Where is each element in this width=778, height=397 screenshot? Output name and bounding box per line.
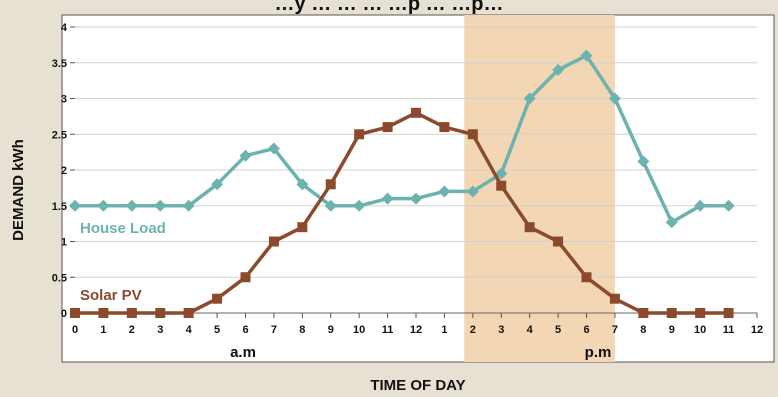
y-tick-label: 4 [61,22,68,34]
x-tick-label: 9 [328,324,334,336]
house-load-point [154,199,167,212]
x-tick-label: 3 [498,324,504,336]
solar-pv-point [439,122,450,133]
x-tick-label: 11 [382,324,394,336]
house-load-point [353,199,366,212]
solar-pv-point [638,308,649,318]
x-tick-label: 1 [441,324,447,336]
highlight-band-layer [464,15,615,362]
y-axis-title: DEMAND kWh [10,139,27,241]
x-tick-label: 2 [129,324,135,336]
x-tick-label: 11 [723,324,735,336]
y-tick-label: 0 [61,308,67,320]
solar-pv-point [609,293,620,304]
solar-pv-point [496,180,507,191]
house-load-point [495,167,508,180]
house-load-point [410,192,422,205]
solar-pv-point [212,293,223,304]
y-tick-label: 0.5 [52,272,67,284]
house-load-point [267,142,280,155]
solar-pv-point [354,129,365,140]
house-load-point [69,199,81,212]
x-tick-label: 4 [186,324,193,336]
solar-pv-point [70,308,80,318]
y-tick-layer: 0 0.5 1 1.5 2 2.5 3 3.5 4 [52,22,75,320]
solar-pv-point [183,308,194,318]
house-load-label: House Load [80,220,166,237]
solar-pv-point [325,179,336,190]
y-tick-label: 3.5 [52,58,67,70]
x-tick-layer: 0 1 2 3 4 5 6 7 8 9 10 11 12 1 2 3 4 5 6 7 8 9 10 11 12 [72,313,763,336]
series-layer [69,49,735,318]
house-load-point [637,155,650,168]
solar-pv-point [126,308,137,318]
house-load-point [381,192,394,205]
solar-pv-point [695,308,706,318]
x-tick-label: 5 [555,324,561,336]
y-tick-label: 2 [61,165,67,177]
x-axis-title: TIME OF DAY [370,377,465,394]
solar-pv-point [524,222,535,233]
x-tick-label: 7 [271,324,277,336]
evening-highlight-band [464,15,615,362]
x-tick-label: 10 [353,324,365,336]
house-load-point [722,199,735,212]
x-tick-label: 3 [157,324,163,336]
y-tick-label: 1 [61,237,67,249]
y-tick-label: 1.5 [52,201,67,213]
y-tick-label: 3 [61,94,67,106]
solar-pv-point [382,122,393,133]
solar-pv-point [553,236,564,247]
house-load-point [466,185,479,198]
y-tick-label: 2.5 [52,129,67,141]
x-tick-label: 12 [410,324,422,336]
house-load-point [211,178,224,191]
solar-pv-point [666,308,677,318]
x-tick-label: 5 [214,324,220,336]
x-tick-label: 0 [72,324,78,336]
house-load-point [182,199,195,212]
house-load-point [97,199,110,212]
x-tick-label: 6 [242,324,248,336]
solar-pv-label: Solar PV [80,287,142,304]
solar-pv-point [723,308,734,318]
solar-pv-point [240,272,251,283]
grid-layer [75,26,757,314]
x-tick-label: 10 [694,324,706,336]
house-load-point [552,63,565,76]
house-load-point [580,49,593,62]
x-tick-label: 8 [640,324,646,336]
solar-pv-point [411,107,421,118]
x-tick-label: 7 [612,324,618,336]
x-tick-label: 4 [527,324,534,336]
x-tick-label: 9 [669,324,675,336]
solar-pv-point [268,236,279,247]
house-load-point [125,199,138,212]
house-load-point [438,185,451,198]
house-load-point [608,92,621,105]
x-tick-label: 8 [299,324,305,336]
chart-title: …y … … … …p … …p… [275,0,504,15]
solar-pv-point [467,129,478,140]
solar-pv-point [581,272,592,283]
house-load-point [694,199,707,212]
house-load-point [239,149,252,162]
house-load-point [324,199,337,212]
house-load-point [523,92,536,105]
x-tick-label: 1 [100,324,106,336]
house-load-point [665,216,678,229]
am-label: a.m [230,344,256,361]
solar-pv-point [98,308,109,318]
x-tick-label: 12 [751,324,763,336]
house-load-point [296,178,309,191]
x-tick-label: 2 [470,324,476,336]
solar-pv-point [297,222,308,233]
solar-pv-point [155,308,166,318]
x-tick-label: 6 [583,324,589,336]
pm-label: p.m [585,344,612,361]
